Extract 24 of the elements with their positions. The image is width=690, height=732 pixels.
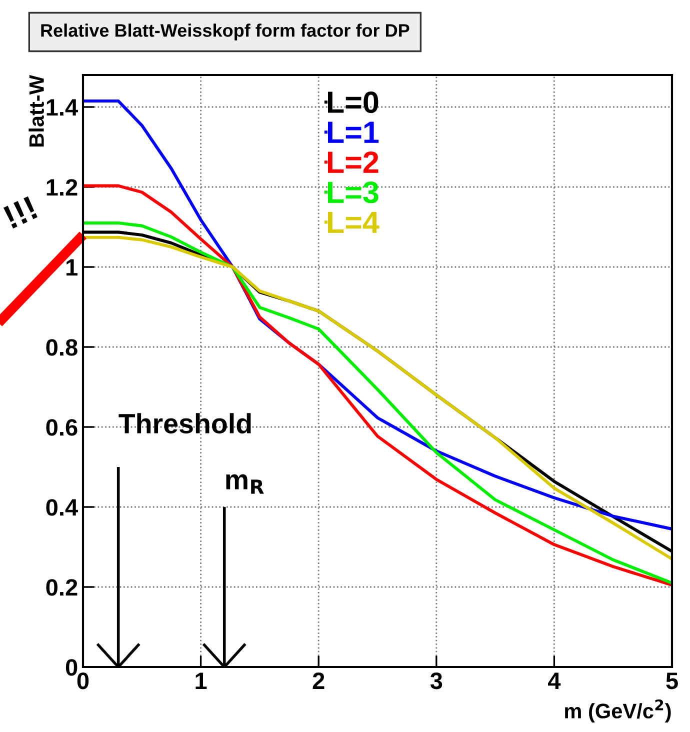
ref-line-label: m$_{R}$ [226,474,264,494]
text: !!! [3,196,38,229]
x-axis-title: m (GeV/c$^{2}$) [565,699,671,723]
x-tick-label: 4 [548,672,561,689]
y-tick-label: 0.8 [46,339,78,356]
x-tick-label: 1 [196,672,207,689]
legend-label: L=0 [328,91,378,114]
y-tick-label: 1.4 [46,99,78,116]
y-tick-label: 0 [66,659,78,676]
y-tick-label: 0.2 [46,579,78,596]
x-tick-label: 2 [312,672,324,689]
legend-label: L=1 [328,122,379,143]
y-tick-label: 1.2 [46,179,78,196]
chart-title: Relative Blatt-Weisskopf form factor for DP [41,24,410,40]
legend-label: L=3 [328,182,378,204]
y-tick-label: 1 [66,259,78,276]
y-tick-label: 0.6 [46,419,78,436]
legend-label: L=4 [328,212,380,233]
x-tick-label: 5 [666,672,678,690]
ref-line-label: Threshold [118,413,251,434]
x-tick-label: 3 [430,672,442,690]
legend-label: L=2 [328,151,378,173]
y-axis-title: Blatt-W [28,75,44,146]
y-tick-label: 0.4 [46,499,78,516]
